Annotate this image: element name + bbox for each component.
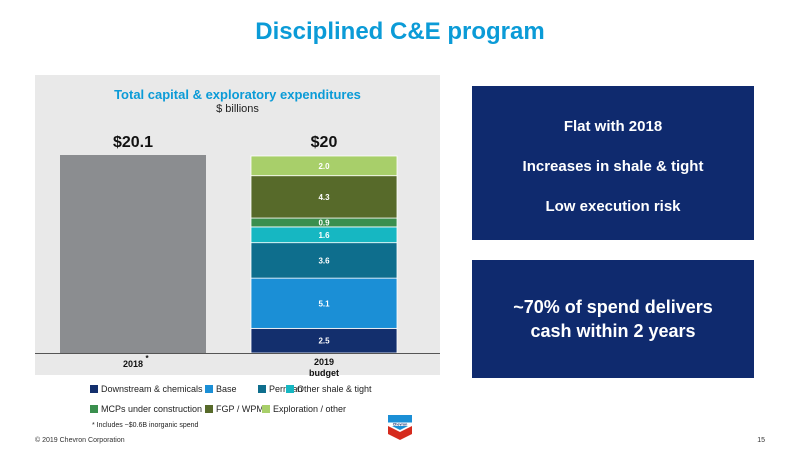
legend-swatch bbox=[258, 385, 266, 393]
data-label-4: 1.6 bbox=[318, 231, 330, 240]
legend-label: Permian bbox=[269, 384, 303, 394]
legend-item-5: MCPs under construction bbox=[90, 404, 202, 414]
legend-item-7: Exploration / other bbox=[262, 404, 346, 414]
chart-title: Total capital & exploratory expenditures bbox=[114, 87, 361, 102]
legend-swatch bbox=[262, 405, 270, 413]
tick-label-2019-line1: 2019 bbox=[314, 357, 334, 367]
chart-footnote: * Includes ~$0.6B inorganic spend bbox=[92, 422, 199, 429]
tick-label-2018-mark: * bbox=[145, 354, 149, 363]
bar-segment-7 bbox=[250, 155, 398, 177]
legend-label: Base bbox=[216, 384, 237, 394]
callout-box-flat: Flat with 2018 Increases in shale & tigh… bbox=[472, 86, 754, 240]
bar-segment-6 bbox=[250, 175, 398, 219]
logo-text: Chevron bbox=[393, 422, 408, 426]
legend-label: MCPs under construction bbox=[101, 404, 203, 414]
page-title: Disciplined C&E program bbox=[255, 18, 545, 45]
legend-label: Downstream & chemicals bbox=[101, 384, 203, 394]
legend-swatch bbox=[90, 385, 98, 393]
chart-subtitle: $ billions bbox=[216, 103, 259, 115]
callout-line-flat: Flat with 2018 bbox=[563, 118, 663, 135]
data-label-5: 0.9 bbox=[318, 218, 330, 227]
bar-2018 bbox=[60, 155, 206, 353]
legend-item-1: Downstream & chemicals bbox=[90, 384, 203, 394]
data-label-7: 2.0 bbox=[318, 162, 330, 171]
legend-label: FGP / WPMP bbox=[216, 404, 270, 414]
tick-label-2018: 2018 bbox=[123, 359, 143, 369]
legend-swatch bbox=[205, 405, 213, 413]
legend-swatch bbox=[90, 405, 98, 413]
data-label-3: 3.6 bbox=[318, 256, 330, 265]
data-label-1: 2.5 bbox=[318, 337, 330, 346]
data-label-6: 4.3 bbox=[318, 193, 330, 202]
chevron-logo-icon: Chevron bbox=[388, 415, 412, 440]
legend-item-4: Other shale & tight bbox=[286, 384, 372, 394]
callout-line-spend: ~70% of spend delivers bbox=[513, 297, 713, 317]
callout-line-risk: Low execution risk bbox=[545, 198, 681, 215]
legend-item-2: Base bbox=[205, 384, 237, 394]
legend-item-3: Permian bbox=[258, 384, 303, 394]
legend-swatch bbox=[286, 385, 294, 393]
bar-segment-2 bbox=[250, 277, 398, 329]
tick-label-2019-line2: budget bbox=[309, 368, 339, 378]
callout-line-cash: cash within 2 years bbox=[530, 321, 696, 341]
total-label-2018: $20.1 bbox=[113, 134, 153, 151]
page-number: 15 bbox=[757, 437, 765, 444]
callout-line-shale: Increases in shale & tight bbox=[522, 158, 704, 175]
bar-segment-3 bbox=[250, 242, 398, 279]
copyright: © 2019 Chevron Corporation bbox=[35, 437, 125, 444]
callout-box-cash: ~70% of spend delivers cash within 2 yea… bbox=[472, 260, 754, 378]
legend-label: Other shale & tight bbox=[297, 384, 372, 394]
legend-label: Exploration / other bbox=[273, 404, 347, 414]
total-label-2019: $20 bbox=[311, 134, 338, 151]
legend-swatch bbox=[205, 385, 213, 393]
data-label-2: 5.1 bbox=[318, 299, 330, 308]
legend-item-6: FGP / WPMP bbox=[205, 404, 270, 414]
